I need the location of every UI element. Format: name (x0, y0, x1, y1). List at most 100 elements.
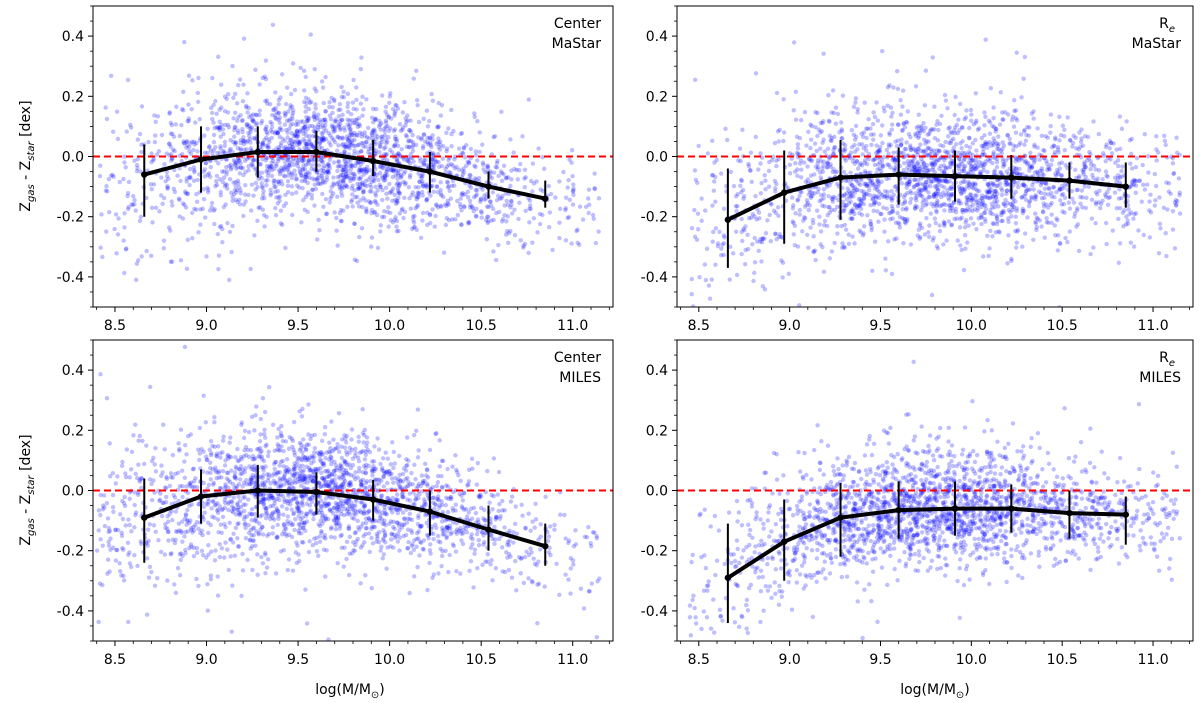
scatter-point (347, 127, 352, 132)
scatter-point (178, 557, 183, 563)
scatter-point (380, 93, 385, 98)
scatter-point (349, 186, 354, 191)
scatter-point (1001, 210, 1007, 215)
scatter-point (1174, 135, 1179, 140)
scatter-point (341, 95, 346, 100)
scatter-point (999, 218, 1004, 224)
scatter-point (746, 163, 752, 169)
scatter-point (309, 142, 314, 147)
scatter-point (1010, 204, 1015, 209)
scatter-point (319, 175, 325, 181)
scatter-point (1020, 244, 1025, 249)
scatter-point (280, 222, 285, 227)
scatter-point (281, 173, 286, 178)
scatter-point (806, 156, 812, 162)
scatter-point (904, 218, 910, 224)
scatter-point (898, 143, 904, 148)
scatter-point (877, 149, 883, 154)
scatter-point (996, 229, 1001, 234)
scatter-point (586, 210, 591, 216)
scatter-point (306, 106, 312, 112)
scatter-point (1080, 168, 1085, 173)
scatter-point (906, 161, 911, 167)
scatter-point (377, 170, 383, 176)
scatter-point (1050, 145, 1055, 150)
scatter-point (427, 135, 432, 140)
scatter-point (198, 207, 203, 212)
scatter-point (812, 248, 818, 253)
scatter-point (1031, 157, 1036, 162)
scatter-point (380, 197, 385, 203)
scatter-point (300, 125, 305, 131)
scatter-point (894, 163, 899, 168)
scatter-point (208, 452, 214, 458)
scatter-point (373, 191, 378, 196)
scatter-point (1029, 165, 1035, 170)
scatter-point (1100, 176, 1105, 182)
scatter-point (807, 156, 812, 162)
scatter-point (158, 193, 164, 198)
scatter-point (748, 168, 753, 173)
scatter-point (297, 140, 302, 145)
median-point (895, 171, 902, 178)
scatter-point (273, 113, 278, 118)
scatter-point (350, 462, 356, 468)
scatter-point (858, 199, 863, 204)
scatter-point (167, 111, 172, 116)
scatter-point (390, 198, 395, 203)
scatter-point (240, 126, 245, 132)
scatter-point (473, 193, 479, 199)
scatter-point (1125, 221, 1131, 227)
scatter-point (958, 101, 963, 107)
scatter-point (981, 162, 986, 168)
scatter-point (499, 196, 504, 201)
scatter-point (809, 194, 814, 199)
scatter-point (974, 200, 979, 205)
scatter-point (440, 194, 446, 200)
scatter-point (1139, 199, 1145, 204)
scatter-point (875, 194, 880, 199)
scatter-point (291, 108, 296, 113)
scatter-point (868, 132, 874, 137)
scatter-point (218, 146, 223, 151)
scatter-point (378, 548, 383, 553)
scatter-point (758, 239, 763, 244)
scatter-point (274, 496, 280, 502)
scatter-point (361, 511, 367, 517)
x-tick-label: 10.0 (956, 318, 987, 334)
scatter-point (316, 181, 322, 186)
scatter-point (404, 134, 410, 139)
scatter-point (915, 233, 920, 238)
scatter-point (427, 212, 433, 217)
scatter-point (966, 160, 971, 165)
scatter-point (164, 174, 170, 179)
scatter-point (1022, 54, 1028, 60)
scatter-point (927, 131, 932, 137)
scatter-point (285, 135, 290, 140)
scatter-point (828, 162, 833, 167)
scatter-point (842, 148, 847, 154)
scatter-point (916, 146, 921, 151)
scatter-point (326, 162, 331, 167)
scatter-point (230, 63, 235, 69)
scatter-point (932, 127, 937, 132)
scatter-point (932, 104, 937, 109)
scatter-point (1035, 216, 1041, 222)
scatter-point (309, 192, 314, 197)
scatter-point (1019, 195, 1024, 200)
scatter-point (1041, 147, 1046, 153)
scatter-point (938, 204, 943, 209)
scatter-point (452, 157, 457, 162)
scatter-point (213, 98, 218, 104)
scatter-point (751, 278, 756, 284)
scatter-point (1053, 171, 1058, 176)
scatter-point (472, 111, 477, 116)
scatter-point (367, 549, 372, 555)
scatter-point (295, 456, 300, 461)
scatter-point (308, 495, 313, 501)
scatter-point (930, 161, 936, 166)
scatter-point (923, 184, 928, 190)
scatter-point (842, 245, 847, 250)
scatter-point (994, 198, 1000, 204)
scatter-point (962, 151, 967, 156)
